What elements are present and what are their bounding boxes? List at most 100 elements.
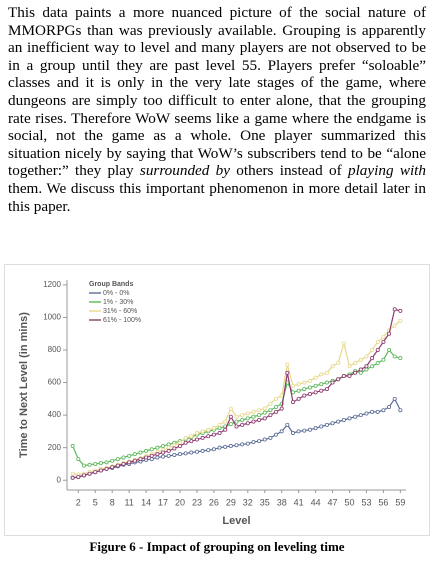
x-tick-label: 32 xyxy=(243,497,253,507)
data-point xyxy=(370,348,375,353)
body-paragraph: This data paints a more nuanced picture … xyxy=(8,4,426,215)
data-point xyxy=(330,380,335,385)
data-point xyxy=(70,444,75,449)
data-point xyxy=(381,334,386,339)
text-run: This data paints a more nuanced picture … xyxy=(8,4,426,180)
data-point xyxy=(279,393,284,398)
data-point xyxy=(161,450,166,455)
data-point xyxy=(223,427,228,432)
data-point xyxy=(234,419,239,424)
data-point xyxy=(307,427,312,432)
data-point xyxy=(330,421,335,426)
data-point xyxy=(279,406,284,411)
y-axis-label: Time to Next Level (in mins) xyxy=(18,312,30,458)
data-point xyxy=(290,400,295,405)
data-point xyxy=(370,364,375,369)
data-point xyxy=(364,367,369,372)
data-point xyxy=(398,318,403,323)
data-point xyxy=(381,357,386,362)
data-point xyxy=(307,391,312,396)
data-point xyxy=(353,414,358,419)
x-tick-label: 2 xyxy=(76,497,81,507)
data-point xyxy=(81,473,86,478)
data-point xyxy=(285,370,290,375)
data-point xyxy=(87,462,92,467)
data-point xyxy=(347,374,352,379)
data-point xyxy=(251,419,256,424)
data-point xyxy=(375,361,380,366)
data-point xyxy=(161,454,166,459)
data-point xyxy=(172,443,177,448)
data-point xyxy=(302,428,307,433)
x-tick-label: 41 xyxy=(294,497,304,507)
data-point xyxy=(121,461,126,466)
data-point xyxy=(240,442,245,447)
data-point xyxy=(206,427,211,432)
data-point xyxy=(319,372,324,377)
data-point xyxy=(324,370,329,375)
data-point xyxy=(234,443,239,448)
data-point xyxy=(307,385,312,390)
x-tick-label: 44 xyxy=(311,497,321,507)
data-point xyxy=(194,431,199,436)
data-point xyxy=(183,435,188,440)
data-point xyxy=(274,404,279,409)
data-point xyxy=(115,463,120,468)
data-point xyxy=(375,339,380,344)
data-point xyxy=(189,450,194,455)
data-point xyxy=(296,396,301,401)
x-tick-label: 8 xyxy=(110,497,115,507)
data-point xyxy=(155,455,160,460)
data-point xyxy=(257,439,262,444)
data-point xyxy=(364,364,369,369)
data-point xyxy=(177,440,182,445)
data-point xyxy=(200,448,205,453)
data-point xyxy=(172,452,177,457)
figure-caption: Figure 6 - Impact of grouping on levelin… xyxy=(89,539,345,554)
data-point xyxy=(98,468,103,473)
data-point xyxy=(375,409,380,414)
legend-label: 61% - 100% xyxy=(103,317,141,324)
data-point xyxy=(302,393,307,398)
text-run: others instead of xyxy=(230,162,348,180)
data-point xyxy=(98,461,103,466)
y-tick-label: 600 xyxy=(48,378,62,387)
data-point xyxy=(155,452,160,457)
data-point xyxy=(262,437,267,442)
data-point xyxy=(81,463,86,468)
data-point xyxy=(228,422,233,427)
data-point xyxy=(353,370,358,375)
data-point xyxy=(132,452,137,457)
data-point xyxy=(324,422,329,427)
data-point xyxy=(364,411,369,416)
data-point xyxy=(245,441,250,446)
data-point xyxy=(138,457,143,462)
data-point xyxy=(381,408,386,413)
data-point xyxy=(251,409,256,414)
data-point xyxy=(392,396,397,401)
y-tick-label: 1000 xyxy=(43,313,61,322)
x-axis-label: Level xyxy=(222,515,250,527)
data-point xyxy=(121,455,126,460)
data-point xyxy=(161,444,166,449)
data-point xyxy=(296,429,301,434)
data-point xyxy=(387,348,392,353)
data-point xyxy=(262,406,267,411)
data-point xyxy=(166,442,171,447)
data-point xyxy=(268,413,273,418)
data-point xyxy=(76,474,81,479)
data-point xyxy=(392,307,397,312)
x-tick-label: 56 xyxy=(378,497,388,507)
data-point xyxy=(290,431,295,436)
legend-label: 1% - 30% xyxy=(103,299,133,306)
data-point xyxy=(172,446,177,451)
data-point xyxy=(234,424,239,429)
data-point xyxy=(149,457,154,462)
data-point xyxy=(387,404,392,409)
data-point xyxy=(245,421,250,426)
data-point xyxy=(110,465,115,470)
data-point xyxy=(387,331,392,336)
data-point xyxy=(319,388,324,393)
data-point xyxy=(206,434,211,439)
data-point xyxy=(200,429,205,434)
